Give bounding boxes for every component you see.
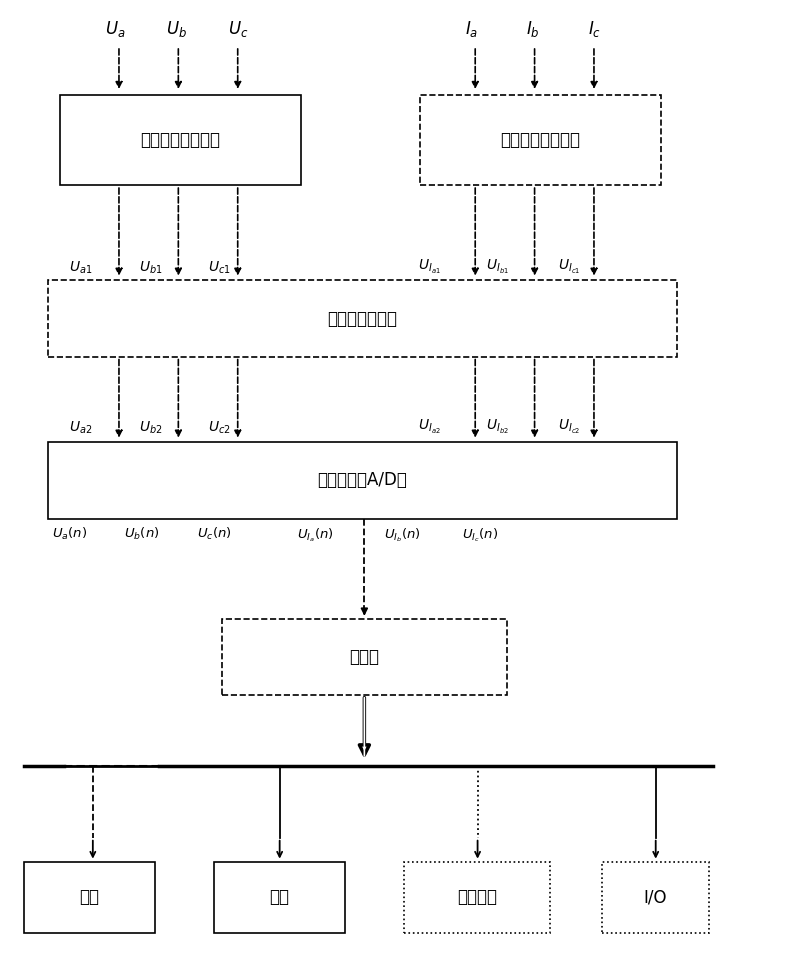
Text: 处理器: 处理器 [350,648,379,666]
Text: $U_c(n)$: $U_c(n)$ [197,527,231,542]
Text: $U_{I_c}(n)$: $U_{I_c}(n)$ [462,527,498,544]
Text: $U_{I_{c2}}$: $U_{I_{c2}}$ [558,418,581,435]
Text: $U_{I_{a1}}$: $U_{I_{a1}}$ [418,258,441,276]
Text: $I_a$: $I_a$ [465,19,478,39]
Text: $U_{c1}$: $U_{c1}$ [209,259,231,276]
Text: $U_{b2}$: $U_{b2}$ [138,419,162,435]
Bar [222,619,507,695]
Text: 电流信号处理电路: 电流信号处理电路 [501,131,581,149]
Bar [420,95,662,185]
Bar [24,862,154,933]
Bar [59,95,301,185]
Text: $U_{c2}$: $U_{c2}$ [209,419,231,435]
Text: $U_{b1}$: $U_{b1}$ [138,259,162,276]
Text: $U_{a2}$: $U_{a2}$ [69,419,93,435]
Text: $U_{I_a}(n)$: $U_{I_a}(n)$ [297,527,334,544]
Text: $U_{I_b}(n)$: $U_{I_b}(n)$ [384,527,421,544]
Text: $U_{I_{a2}}$: $U_{I_{a2}}$ [418,418,441,435]
Text: 电压信号处理电路: 电压信号处理电路 [140,131,220,149]
Text: $U_a$: $U_a$ [105,19,126,39]
Bar [404,862,550,933]
Bar [602,862,709,933]
Text: $I_b$: $I_b$ [526,19,540,39]
Text: I/O: I/O [643,888,667,906]
Text: 抗混叠滤波电路: 抗混叠滤波电路 [327,309,398,328]
Text: $U_c$: $U_c$ [228,19,249,39]
Text: $U_b(n)$: $U_b(n)$ [125,527,160,542]
Text: $U_{a1}$: $U_{a1}$ [69,259,93,276]
Bar [48,442,677,519]
Text: 键盘鼠标: 键盘鼠标 [457,888,497,906]
Text: 数据采集（A/D）: 数据采集（A/D） [318,472,407,489]
Text: $U_a(n)$: $U_a(n)$ [52,527,87,542]
Text: $U_b$: $U_b$ [166,19,187,39]
Bar [48,281,677,357]
Text: $U_{I_{c1}}$: $U_{I_{c1}}$ [558,258,581,276]
Bar [214,862,345,933]
Text: $U_{I_{b2}}$: $U_{I_{b2}}$ [486,418,508,435]
Text: 存储: 存储 [270,888,290,906]
Text: 显示: 显示 [79,888,99,906]
Text: $I_c$: $I_c$ [588,19,602,39]
Text: $U_{I_{b1}}$: $U_{I_{b1}}$ [486,258,509,276]
